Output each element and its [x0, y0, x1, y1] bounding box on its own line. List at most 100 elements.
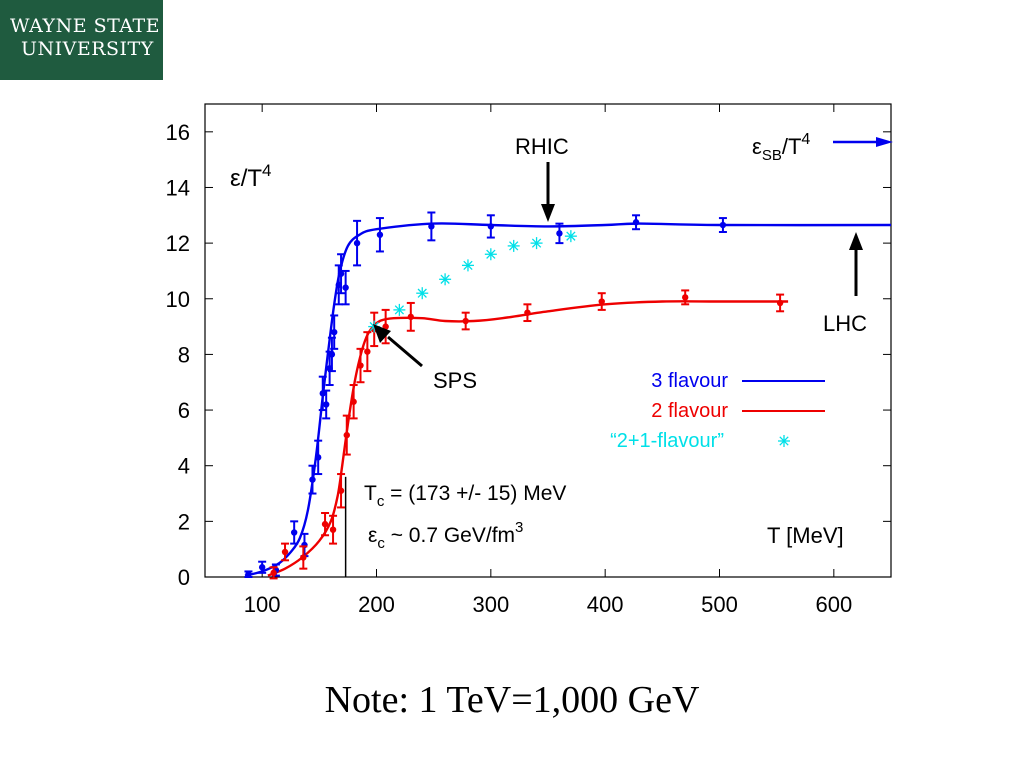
star-stroke — [417, 288, 427, 298]
star-stroke — [531, 238, 542, 248]
marker — [376, 231, 384, 238]
legend-2-flavour-label: 2 flavour — [651, 400, 728, 422]
point-2plus1-flavour — [461, 259, 474, 272]
marker — [776, 299, 784, 307]
point-2-flavour — [299, 545, 308, 570]
point-2-flavour — [363, 331, 372, 373]
point-3-flavour — [353, 219, 362, 267]
marker — [487, 223, 495, 230]
point-3-flavour — [330, 314, 339, 350]
point-2-flavour — [461, 311, 470, 331]
point-3-flavour — [341, 269, 350, 306]
star-stroke — [486, 249, 496, 259]
marker — [524, 309, 531, 316]
energy-density-chart: 100 200 300 400 500 600 0 2 4 6 8 10 12 14 16 ε/T4 RHI… — [166, 103, 893, 617]
point-2-flavour — [321, 512, 330, 537]
legend-2plus1-flavour-label: “2+1-flavour” — [610, 430, 724, 452]
point-3-flavour — [244, 570, 253, 578]
curve-3-flavour — [244, 222, 892, 577]
marker — [407, 313, 414, 321]
marker — [270, 569, 277, 577]
x-tick-label: 200 — [358, 592, 395, 617]
point-3-flavour — [290, 520, 299, 545]
marker — [353, 239, 361, 247]
marker — [319, 390, 326, 397]
esb-arrow — [833, 137, 893, 147]
marker — [337, 487, 345, 494]
point-2-flavour — [406, 301, 415, 332]
point-3-flavour — [427, 211, 436, 242]
ec-annotation: εc ~ 0.7 GeV/fm3 — [368, 519, 523, 552]
marker — [462, 317, 469, 325]
sps-arrow — [373, 324, 423, 368]
logo-line-2: UNIVERSITY — [21, 38, 154, 60]
marker — [314, 454, 322, 461]
point-2-flavour — [269, 566, 278, 580]
tc-annotation: Tc = (173 +/- 15) MeV — [364, 482, 566, 510]
point-3-flavour — [314, 439, 323, 476]
marker — [245, 571, 252, 578]
point-2plus1-flavour — [530, 237, 543, 250]
point-3-flavour — [555, 222, 564, 245]
marker — [342, 284, 349, 291]
point-2-flavour — [281, 542, 290, 562]
marker — [343, 431, 350, 439]
marker — [290, 529, 298, 536]
university-logo: WAYNE STATE UNIVERSITY — [0, 0, 163, 80]
axes-layer: 100 200 300 400 500 600 0 2 4 6 8 10 12 14 16 — [166, 103, 892, 617]
lhc-label: LHC — [823, 311, 867, 336]
logo-line-1: WAYNE STATE — [10, 15, 160, 37]
x-tick-label: 400 — [587, 592, 624, 617]
marker — [281, 548, 289, 556]
point-3-flavour — [308, 464, 317, 495]
marker — [364, 348, 371, 355]
rhic-label: RHIC — [515, 134, 569, 159]
plot-frame — [204, 103, 892, 578]
x-tick-label: 300 — [472, 592, 509, 617]
marker — [300, 554, 307, 561]
legend: 3 flavour 2 flavour “2+1-flavour” — [610, 370, 825, 452]
marker — [322, 401, 330, 408]
marker — [719, 221, 727, 229]
y-tick-label: 2 — [178, 509, 190, 534]
marker — [350, 398, 357, 405]
y-tick-label: 8 — [178, 342, 190, 367]
point-3-flavour — [258, 560, 267, 574]
y-tick-label: 10 — [166, 287, 190, 312]
y-tick-label: 0 — [178, 565, 190, 590]
marker — [321, 520, 329, 528]
y-axis-label: ε/T4 — [230, 161, 272, 192]
star-stroke — [463, 260, 473, 271]
star-stroke — [394, 305, 405, 315]
point-2-flavour — [342, 414, 351, 456]
star-stroke — [779, 436, 789, 446]
marker — [382, 323, 389, 330]
x-tick-label: 100 — [244, 592, 281, 617]
marker — [598, 298, 605, 305]
point-2-flavour — [681, 289, 690, 306]
y-tick-label: 6 — [178, 398, 190, 423]
y-tick-label: 16 — [166, 120, 190, 145]
point-2plus1-flavour — [439, 273, 452, 286]
marker — [330, 328, 338, 336]
point-2plus1-flavour — [393, 303, 406, 316]
point-2-flavour — [356, 347, 365, 384]
point-3-flavour — [337, 253, 346, 295]
y-tick-label: 14 — [166, 175, 190, 200]
star-stroke — [509, 241, 519, 251]
point-3-flavour — [375, 217, 384, 253]
sps-label: SPS — [433, 368, 477, 393]
point-2-flavour — [776, 293, 785, 313]
x-tick-label: 500 — [701, 592, 738, 617]
legend-3-flavour-label: 3 flavour — [651, 370, 728, 392]
marker — [328, 351, 336, 358]
point-3-flavour — [718, 217, 727, 233]
point-2-flavour — [349, 384, 358, 420]
point-3-flavour — [322, 389, 331, 420]
point-2-flavour — [523, 303, 532, 323]
marker — [337, 270, 345, 277]
marker — [632, 219, 640, 226]
point-2-flavour — [381, 308, 390, 345]
marker — [556, 230, 563, 237]
point-3-flavour — [486, 214, 495, 239]
